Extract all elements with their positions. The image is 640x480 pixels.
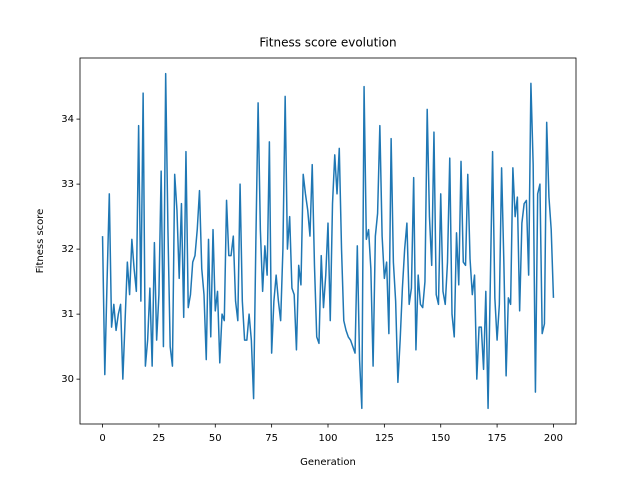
x-tick-label: 0 — [99, 433, 105, 444]
chart-title: Fitness score evolution — [259, 36, 396, 50]
y-tick-label: 30 — [61, 374, 74, 385]
x-tick-label: 125 — [375, 433, 394, 444]
y-tick-label: 34 — [61, 114, 74, 125]
x-tick-label: 50 — [209, 433, 222, 444]
x-tick-label: 150 — [431, 433, 450, 444]
x-tick-label: 100 — [318, 433, 337, 444]
x-tick-label: 75 — [265, 433, 278, 444]
x-axis-label: Generation — [300, 457, 356, 468]
x-tick-label: 200 — [544, 433, 563, 444]
y-tick-label: 33 — [61, 179, 74, 190]
x-tick-label: 175 — [488, 433, 507, 444]
y-axis-label: Fitness score — [35, 209, 46, 274]
x-tick-label: 25 — [153, 433, 166, 444]
y-tick-label: 32 — [61, 244, 74, 255]
y-tick-label: 31 — [61, 309, 74, 320]
data-line — [101, 72, 555, 410]
